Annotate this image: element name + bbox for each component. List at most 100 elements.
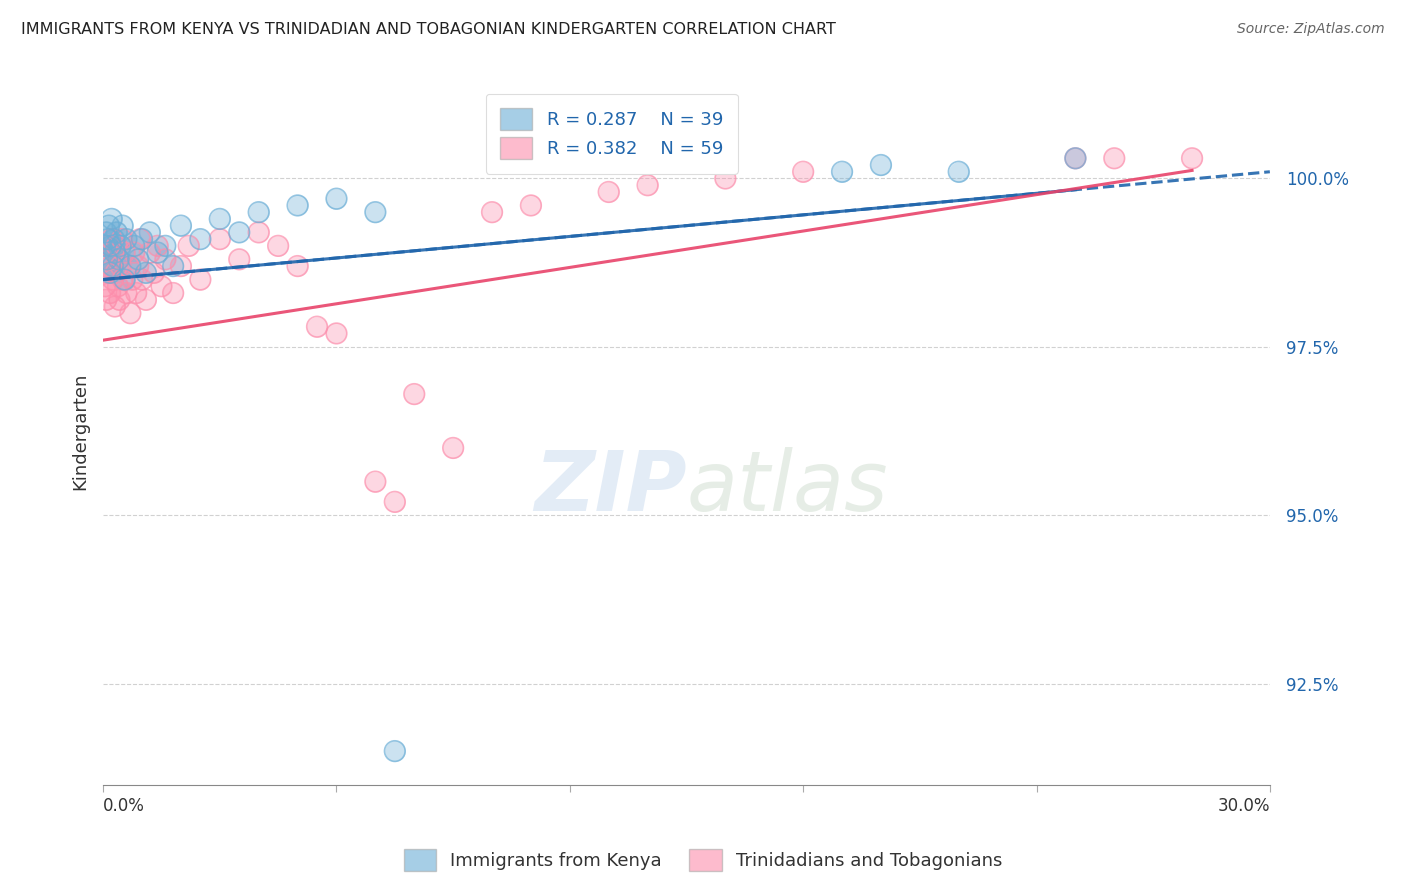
Point: [177, 239, 200, 253]
Point: [364, 205, 387, 219]
Point: [325, 326, 347, 341]
Point: [103, 232, 125, 246]
Point: [598, 185, 620, 199]
Point: [1104, 151, 1126, 165]
Point: [325, 192, 347, 206]
Point: [162, 259, 184, 273]
Point: [110, 239, 132, 253]
Point: [100, 211, 122, 226]
Text: ZIP: ZIP: [534, 447, 686, 528]
Point: [384, 744, 406, 758]
Point: [1064, 151, 1087, 165]
Point: [120, 306, 142, 320]
Point: [117, 259, 139, 273]
Point: [150, 279, 173, 293]
Point: [247, 226, 270, 240]
Point: [125, 285, 148, 300]
Point: [384, 495, 406, 509]
Point: [127, 252, 149, 267]
Point: [1064, 151, 1087, 165]
Point: [1181, 151, 1204, 165]
Point: [107, 252, 129, 267]
Point: [101, 259, 124, 273]
Point: [170, 259, 193, 273]
Point: [142, 266, 165, 280]
Point: [170, 259, 193, 273]
Point: [103, 232, 125, 246]
Point: [125, 285, 148, 300]
Point: [714, 171, 737, 186]
Point: [110, 259, 132, 273]
Point: [228, 252, 250, 267]
Point: [98, 285, 121, 300]
Point: [94, 279, 117, 293]
Point: [129, 232, 152, 246]
Point: [108, 293, 131, 307]
Point: [97, 232, 120, 246]
Point: [1104, 151, 1126, 165]
Point: [247, 205, 270, 219]
Point: [287, 259, 309, 273]
Point: [98, 285, 121, 300]
Point: [114, 272, 136, 286]
Point: [131, 272, 153, 286]
Point: [948, 165, 970, 179]
Point: [100, 239, 122, 253]
Point: [142, 266, 165, 280]
Point: [190, 232, 212, 246]
Point: [111, 232, 134, 246]
Point: [441, 441, 464, 455]
Point: [404, 387, 426, 401]
Point: [129, 232, 152, 246]
Point: [792, 165, 814, 179]
Point: [714, 171, 737, 186]
Point: [162, 285, 184, 300]
Point: [110, 239, 132, 253]
Point: [100, 259, 122, 273]
Point: [870, 158, 893, 172]
Point: [247, 205, 270, 219]
Point: [155, 239, 177, 253]
Point: [135, 266, 157, 280]
Point: [162, 259, 184, 273]
Point: [114, 245, 136, 260]
Point: [110, 259, 132, 273]
Point: [121, 272, 143, 286]
Point: [162, 285, 184, 300]
Point: [267, 239, 290, 253]
Point: [107, 279, 129, 293]
Point: [101, 272, 124, 286]
Point: [481, 205, 503, 219]
Point: [103, 245, 125, 260]
Point: [384, 495, 406, 509]
Point: [111, 219, 134, 233]
Point: [139, 245, 162, 260]
Point: [105, 226, 128, 240]
Point: [155, 252, 177, 267]
Point: [637, 178, 659, 193]
Point: [287, 198, 309, 212]
Point: [107, 279, 129, 293]
Point: [441, 441, 464, 455]
Point: [792, 165, 814, 179]
Point: [97, 252, 120, 267]
Point: [122, 239, 145, 253]
Point: [115, 232, 138, 246]
Point: [139, 226, 162, 240]
Point: [101, 259, 124, 273]
Point: [247, 226, 270, 240]
Point: [96, 293, 118, 307]
Point: [122, 245, 145, 260]
Point: [598, 185, 620, 199]
Point: [104, 266, 127, 280]
Point: [107, 252, 129, 267]
Legend: Immigrants from Kenya, Trinidadians and Tobagonians: Immigrants from Kenya, Trinidadians and …: [396, 842, 1010, 879]
Point: [190, 272, 212, 286]
Point: [364, 475, 387, 489]
Point: [104, 245, 127, 260]
Point: [170, 219, 193, 233]
Point: [1064, 151, 1087, 165]
Y-axis label: Kindergarten: Kindergarten: [72, 373, 89, 490]
Point: [111, 232, 134, 246]
Point: [831, 165, 853, 179]
